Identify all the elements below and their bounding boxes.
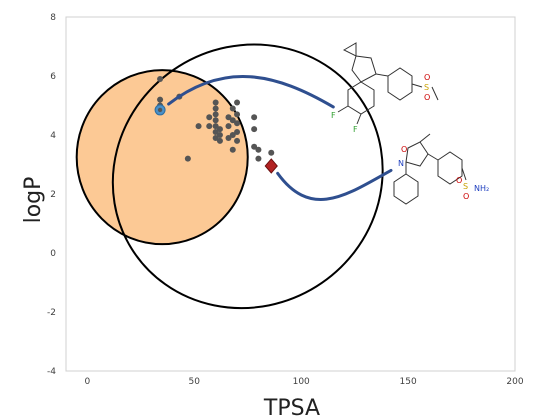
data-point <box>206 114 213 121</box>
oxygen-label-2: O <box>424 93 430 102</box>
methyl-bond <box>431 86 439 101</box>
data-point <box>229 146 236 153</box>
y-tick-label: 2 <box>50 190 56 200</box>
cyclopentene-ring <box>351 55 377 83</box>
data-point <box>251 143 258 150</box>
data-point <box>184 155 191 162</box>
data-point <box>212 129 219 136</box>
y-tick-label: 0 <box>50 249 56 259</box>
diamond-point <box>264 158 278 174</box>
data-point <box>255 146 262 153</box>
aryl-link-bond <box>375 73 389 77</box>
methyl-bond-2 <box>419 133 431 143</box>
ring-nitrogen-label: N <box>398 159 404 168</box>
cyclopropane-ring <box>342 42 357 57</box>
x-tick-label: 100 <box>293 377 310 387</box>
connector-layer <box>167 75 393 201</box>
data-point <box>234 129 241 136</box>
x-tick-label: 200 <box>506 377 523 387</box>
data-point <box>225 123 232 130</box>
upper-structure-labels: F F S O O <box>331 73 430 134</box>
data-point <box>234 99 241 106</box>
data-point <box>206 123 213 130</box>
data-point <box>212 123 219 130</box>
oxygen-label-1: O <box>424 73 430 82</box>
y-axis-title: logP <box>21 177 46 224</box>
oxygen-label-4: O <box>463 192 469 201</box>
plot-frame <box>65 16 516 372</box>
x-tick-label: 0 <box>85 377 91 387</box>
phenyl-ring <box>393 173 419 205</box>
data-point <box>255 155 262 162</box>
oxygen-label-3: O <box>456 176 462 185</box>
aryl-link-bond-2 <box>427 153 439 161</box>
amine-label: NH₂ <box>474 184 489 193</box>
data-point <box>216 126 223 133</box>
points-layer <box>154 75 278 174</box>
data-point <box>229 132 236 138</box>
outer-region-ellipse <box>111 43 384 310</box>
data-point <box>234 137 241 144</box>
data-point <box>268 149 275 156</box>
y-tick-label: 8 <box>50 13 56 23</box>
data-point <box>225 134 232 141</box>
sulfonamide-bond <box>461 167 467 181</box>
data-point <box>225 114 232 121</box>
y-tick-label: 6 <box>50 72 56 82</box>
y-axis-ticks: -4 -2 0 2 4 6 8 <box>47 13 56 377</box>
lower-structure <box>393 133 467 205</box>
data-point <box>212 105 219 112</box>
data-point <box>157 75 164 82</box>
data-point <box>157 96 164 103</box>
orange-region-circle <box>75 69 249 246</box>
x-tick-label: 50 <box>189 377 201 387</box>
fluoro-label-1: F <box>331 111 336 120</box>
sulfur-label-1: S <box>424 83 429 92</box>
data-point <box>229 117 236 124</box>
data-point <box>212 99 219 106</box>
data-point <box>212 111 219 118</box>
sulfur-label-2: S <box>463 182 468 191</box>
y-tick-label: -4 <box>47 367 56 377</box>
region-layer <box>75 43 384 310</box>
sulfonyl-bond <box>411 83 423 88</box>
x-axis-ticks: 0 50 100 150 200 <box>85 377 524 387</box>
data-point <box>234 120 241 127</box>
ring-oxygen-label: O <box>401 145 407 154</box>
fluoro-bond-2 <box>356 113 362 125</box>
x-tick-label: 150 <box>400 377 417 387</box>
highlight-point <box>157 107 163 113</box>
isoxazole-ring <box>405 141 429 167</box>
y-tick-label: -2 <box>47 308 56 318</box>
fluoro-bond-1 <box>337 105 349 113</box>
connector-lower <box>276 168 393 201</box>
data-point <box>216 132 223 138</box>
sulfonamidophenyl-ring <box>437 151 463 185</box>
upper-structure <box>337 42 439 125</box>
data-point <box>251 126 258 133</box>
data-point <box>229 105 236 112</box>
data-point <box>251 114 258 121</box>
data-point <box>195 123 202 130</box>
sulfonylphenyl-ring <box>387 67 413 101</box>
y-tick-label: 4 <box>50 131 56 141</box>
data-point <box>212 117 219 124</box>
data-point <box>234 111 241 118</box>
data-point <box>212 134 219 141</box>
fluoro-label-2: F <box>353 125 358 134</box>
connector-upper <box>167 75 335 109</box>
x-axis-title: TPSA <box>263 396 320 420</box>
data-point <box>216 137 223 144</box>
lower-structure-labels: O N S O O NH₂ <box>398 145 489 201</box>
